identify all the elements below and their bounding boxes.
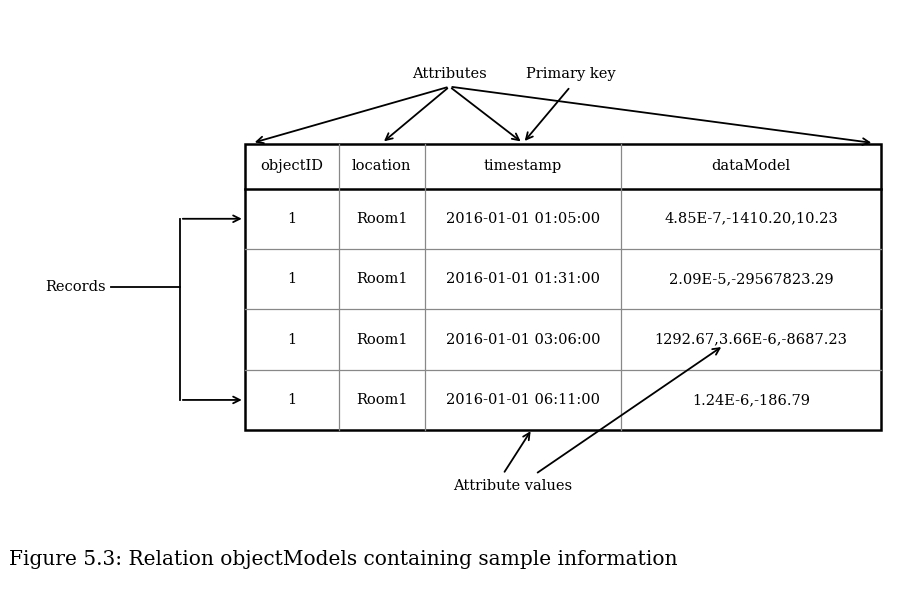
Text: Room1: Room1 — [356, 212, 408, 226]
Text: location: location — [352, 160, 412, 173]
Text: Figure 5.3: Relation objectModels containing sample information: Figure 5.3: Relation objectModels contai… — [9, 550, 677, 569]
Text: Attributes: Attributes — [413, 67, 486, 81]
Text: Records: Records — [45, 280, 106, 294]
Text: timestamp: timestamp — [484, 160, 562, 173]
Text: 1.24E-6,-186.79: 1.24E-6,-186.79 — [692, 393, 810, 407]
Text: 1: 1 — [287, 333, 296, 346]
Text: 1: 1 — [287, 212, 296, 226]
Text: 2.09E-5,-29567823.29: 2.09E-5,-29567823.29 — [669, 272, 833, 286]
Text: 2016-01-01 03:06:00: 2016-01-01 03:06:00 — [446, 333, 600, 346]
Bar — [245, 144, 881, 430]
Text: objectID: objectID — [260, 160, 323, 173]
Text: 1: 1 — [287, 393, 296, 407]
Text: 1: 1 — [287, 272, 296, 286]
Text: Room1: Room1 — [356, 272, 408, 286]
Text: 2016-01-01 06:11:00: 2016-01-01 06:11:00 — [446, 393, 600, 407]
Text: dataModel: dataModel — [712, 160, 791, 173]
Text: Attribute values: Attribute values — [452, 479, 572, 493]
Text: 1292.67,3.66E-6,-8687.23: 1292.67,3.66E-6,-8687.23 — [654, 333, 847, 346]
Text: Room1: Room1 — [356, 393, 408, 407]
Text: Room1: Room1 — [356, 333, 408, 346]
Text: 2016-01-01 01:31:00: 2016-01-01 01:31:00 — [446, 272, 600, 286]
Text: Primary key: Primary key — [525, 67, 616, 81]
Text: 2016-01-01 01:05:00: 2016-01-01 01:05:00 — [446, 212, 600, 226]
Text: 4.85E-7,-1410.20,10.23: 4.85E-7,-1410.20,10.23 — [665, 212, 838, 226]
